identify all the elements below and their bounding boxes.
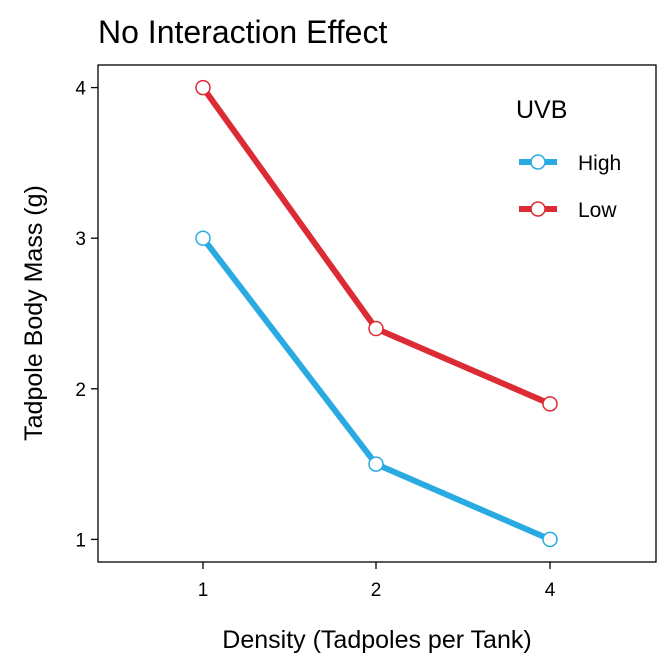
series-line-low [200,85,552,407]
y-axis-title: Tadpole Body Mass (g) [20,185,48,441]
series-line-high [200,236,552,543]
series-layer [195,79,558,548]
chart-title: No Interaction Effect [98,14,387,50]
data-point-high [195,230,211,246]
data-point-low [368,320,384,337]
y-tick-label: 2 [75,380,86,401]
data-point-high [542,531,558,548]
legend-key-point-high [530,154,546,170]
legend: UVB High Low [516,96,621,222]
x-tick-label: 4 [545,580,556,601]
legend-items: High Low [519,152,621,222]
legend-label-low: Low [578,199,617,222]
y-tick-label: 4 [75,79,86,100]
y-tick-label: 1 [75,530,86,551]
x-tick-label: 1 [198,580,209,601]
data-point-high [368,456,384,472]
x-tick-label: 2 [371,580,382,601]
legend-key-point-low [530,201,546,217]
x-axis: 1 2 4 [198,562,556,601]
data-point-low [542,396,558,412]
data-point-low [195,79,211,96]
legend-title: UVB [516,96,567,124]
plot-panel [97,64,657,563]
x-axis-title: Density (Tadpoles per Tank) [222,626,531,654]
y-axis: 1 2 3 4 [75,79,98,551]
y-tick-label: 3 [75,229,86,250]
legend-label-high: High [578,152,621,175]
